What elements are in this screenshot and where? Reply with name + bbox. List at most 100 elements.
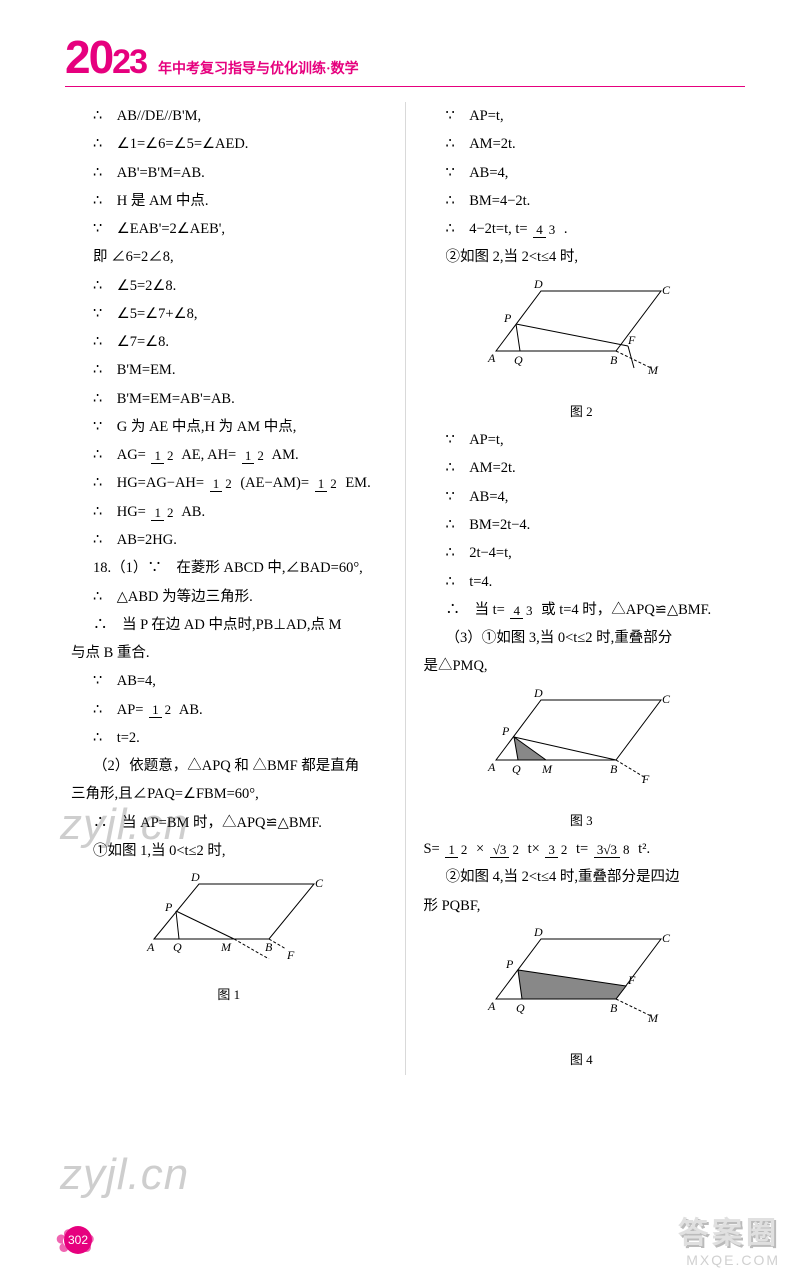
denominator: 3 xyxy=(523,603,536,618)
svg-text:F: F xyxy=(641,772,650,785)
numerator: 4 xyxy=(533,222,546,238)
figure-caption: 图 1 xyxy=(65,982,393,1007)
parallelogram-icon: A B C D P Q M F xyxy=(476,276,686,376)
math-line: ∴ BM=2t−4. xyxy=(417,511,745,539)
math-line: 与点 B 重合. xyxy=(65,639,393,667)
text: 或 t=4 时，△APQ≌△BMF. xyxy=(541,602,711,618)
math-line: ∴ HG= 12 AB. xyxy=(65,498,393,526)
math-line: ∴ AB//DE//B'M, xyxy=(65,102,393,130)
math-line: ∴ △ABD 为等边三角形. xyxy=(65,583,393,611)
svg-text:M: M xyxy=(541,762,553,776)
svg-text:D: D xyxy=(190,870,200,884)
math-line: ∴ 当 P 在边 AD 中点时,PB⊥AD,点 M xyxy=(65,611,393,639)
fraction: 12 xyxy=(149,703,174,717)
svg-text:F: F xyxy=(627,333,636,347)
content-columns: ∴ AB//DE//B'M, ∴ ∠1=∠6=∠5=∠AED. ∴ AB'=B'… xyxy=(65,102,745,1075)
brand-watermark: 答案圈 MXQE.COM xyxy=(678,1208,780,1268)
math-line: 18.（1）∵ 在菱形 ABCD 中,∠BAD=60°, xyxy=(65,554,393,582)
text: ∴ AG= xyxy=(93,447,146,463)
math-line: （3）①如图 3,当 0<t≤2 时,重叠部分 xyxy=(417,624,745,652)
svg-text:A: A xyxy=(146,940,155,954)
text: ∴ AP= xyxy=(93,702,143,718)
fraction: 12 xyxy=(242,449,267,463)
fraction: 3√38 xyxy=(594,843,633,857)
svg-text:P: P xyxy=(501,724,510,738)
math-line: ∴ 当 AP=BM 时，△APQ≌△BMF. xyxy=(65,809,393,837)
numerator: 1 xyxy=(315,476,328,492)
figure-caption: 图 4 xyxy=(417,1047,745,1072)
svg-text:C: C xyxy=(662,283,671,297)
fraction: 12 xyxy=(445,843,470,857)
numerator: 1 xyxy=(210,476,223,492)
text: t= xyxy=(576,841,588,857)
math-line: S= 12 × √32 t× 32 t= 3√38 t². xyxy=(417,835,745,863)
text: ∴ HG= xyxy=(93,504,146,520)
text: t². xyxy=(638,841,650,857)
numerator: 1 xyxy=(151,505,164,521)
parallelogram-icon: A B C D P Q M F xyxy=(476,924,686,1024)
math-line: ∵ ∠5=∠7+∠8, xyxy=(65,300,393,328)
math-line: ∴ ∠7=∠8. xyxy=(65,328,393,356)
math-line: 即 ∠6=2∠8, xyxy=(65,243,393,271)
fraction: 12 xyxy=(151,506,176,520)
column-divider xyxy=(405,102,406,1075)
numerator: 3√3 xyxy=(594,842,620,858)
denominator: 2 xyxy=(222,476,235,491)
numerator: 1 xyxy=(445,842,458,858)
numerator: 4 xyxy=(510,603,523,619)
year-minor: 23 xyxy=(112,43,146,82)
math-line: 三角形,且∠PAQ=∠FBM=60°, xyxy=(65,780,393,808)
text: × xyxy=(476,841,484,857)
math-line: ∵ AB=4, xyxy=(417,483,745,511)
math-line: ①如图 1,当 0<t≤2 时, xyxy=(65,837,393,865)
math-line: ∵ AP=t, xyxy=(417,426,745,454)
figure-caption: 图 2 xyxy=(417,399,745,424)
fraction: 12 xyxy=(151,449,176,463)
math-line: ∴ B'M=EM=AB'=AB. xyxy=(65,385,393,413)
svg-text:M: M xyxy=(647,363,659,376)
text: . xyxy=(564,221,568,237)
math-line: ∴ AG= 12 AE, AH= 12 AM. xyxy=(65,441,393,469)
math-line: ∴ AB'=B'M=AB. xyxy=(65,159,393,187)
fraction: 43 xyxy=(533,223,558,237)
brand-title: 答案圈 xyxy=(678,1208,780,1252)
text: ∴ HG=AG−AH= xyxy=(93,475,204,491)
denominator: 2 xyxy=(509,842,522,857)
math-line: ∴ t=4. xyxy=(417,568,745,596)
math-line: ∴ ∠1=∠6=∠5=∠AED. xyxy=(65,130,393,158)
left-column: ∴ AB//DE//B'M, ∴ ∠1=∠6=∠5=∠AED. ∴ AB'=B'… xyxy=(65,102,393,1075)
svg-text:C: C xyxy=(662,692,671,706)
svg-text:D: D xyxy=(533,925,543,939)
page: 2023 年中考复习指导与优化训练·数学 ∴ AB//DE//B'M, ∴ ∠1… xyxy=(0,0,800,1280)
math-line: ∴ AB=2HG. xyxy=(65,526,393,554)
denominator: 2 xyxy=(327,476,340,491)
math-line: ∴ t=2. xyxy=(65,724,393,752)
brand-url: MXQE.COM xyxy=(678,1252,780,1268)
numerator: √3 xyxy=(490,842,510,858)
denominator: 2 xyxy=(458,842,471,857)
numerator: 3 xyxy=(545,842,558,858)
math-line: ∵ AP=t, xyxy=(417,102,745,130)
svg-text:A: A xyxy=(487,351,496,365)
figure-caption: 图 3 xyxy=(417,808,745,833)
math-line: ∴ BM=4−2t. xyxy=(417,187,745,215)
text: (AE−AM)= xyxy=(240,475,309,491)
fraction: 12 xyxy=(315,477,340,491)
denominator: 2 xyxy=(558,842,571,857)
math-line: ∴ HG=AG−AH= 12 (AE−AM)= 12 EM. xyxy=(65,469,393,497)
watermark: zyjl.cn xyxy=(60,1150,189,1200)
svg-text:F: F xyxy=(286,948,295,959)
svg-text:C: C xyxy=(315,876,324,890)
text: AE, AH= xyxy=(181,447,236,463)
svg-text:Q: Q xyxy=(512,762,521,776)
header: 2023 年中考复习指导与优化训练·数学 xyxy=(65,30,745,84)
svg-text:P: P xyxy=(503,311,512,325)
fraction: 32 xyxy=(545,843,570,857)
denominator: 2 xyxy=(162,702,175,717)
math-line: 是△PMQ, xyxy=(417,652,745,680)
math-line: （2）依题意，△APQ 和 △BMF 都是直角 xyxy=(65,752,393,780)
denominator: 2 xyxy=(254,448,267,463)
header-subtitle: 年中考复习指导与优化训练·数学 xyxy=(158,58,359,82)
parallelogram-icon: A B C D P Q M F xyxy=(129,869,329,959)
svg-text:A: A xyxy=(487,760,496,774)
